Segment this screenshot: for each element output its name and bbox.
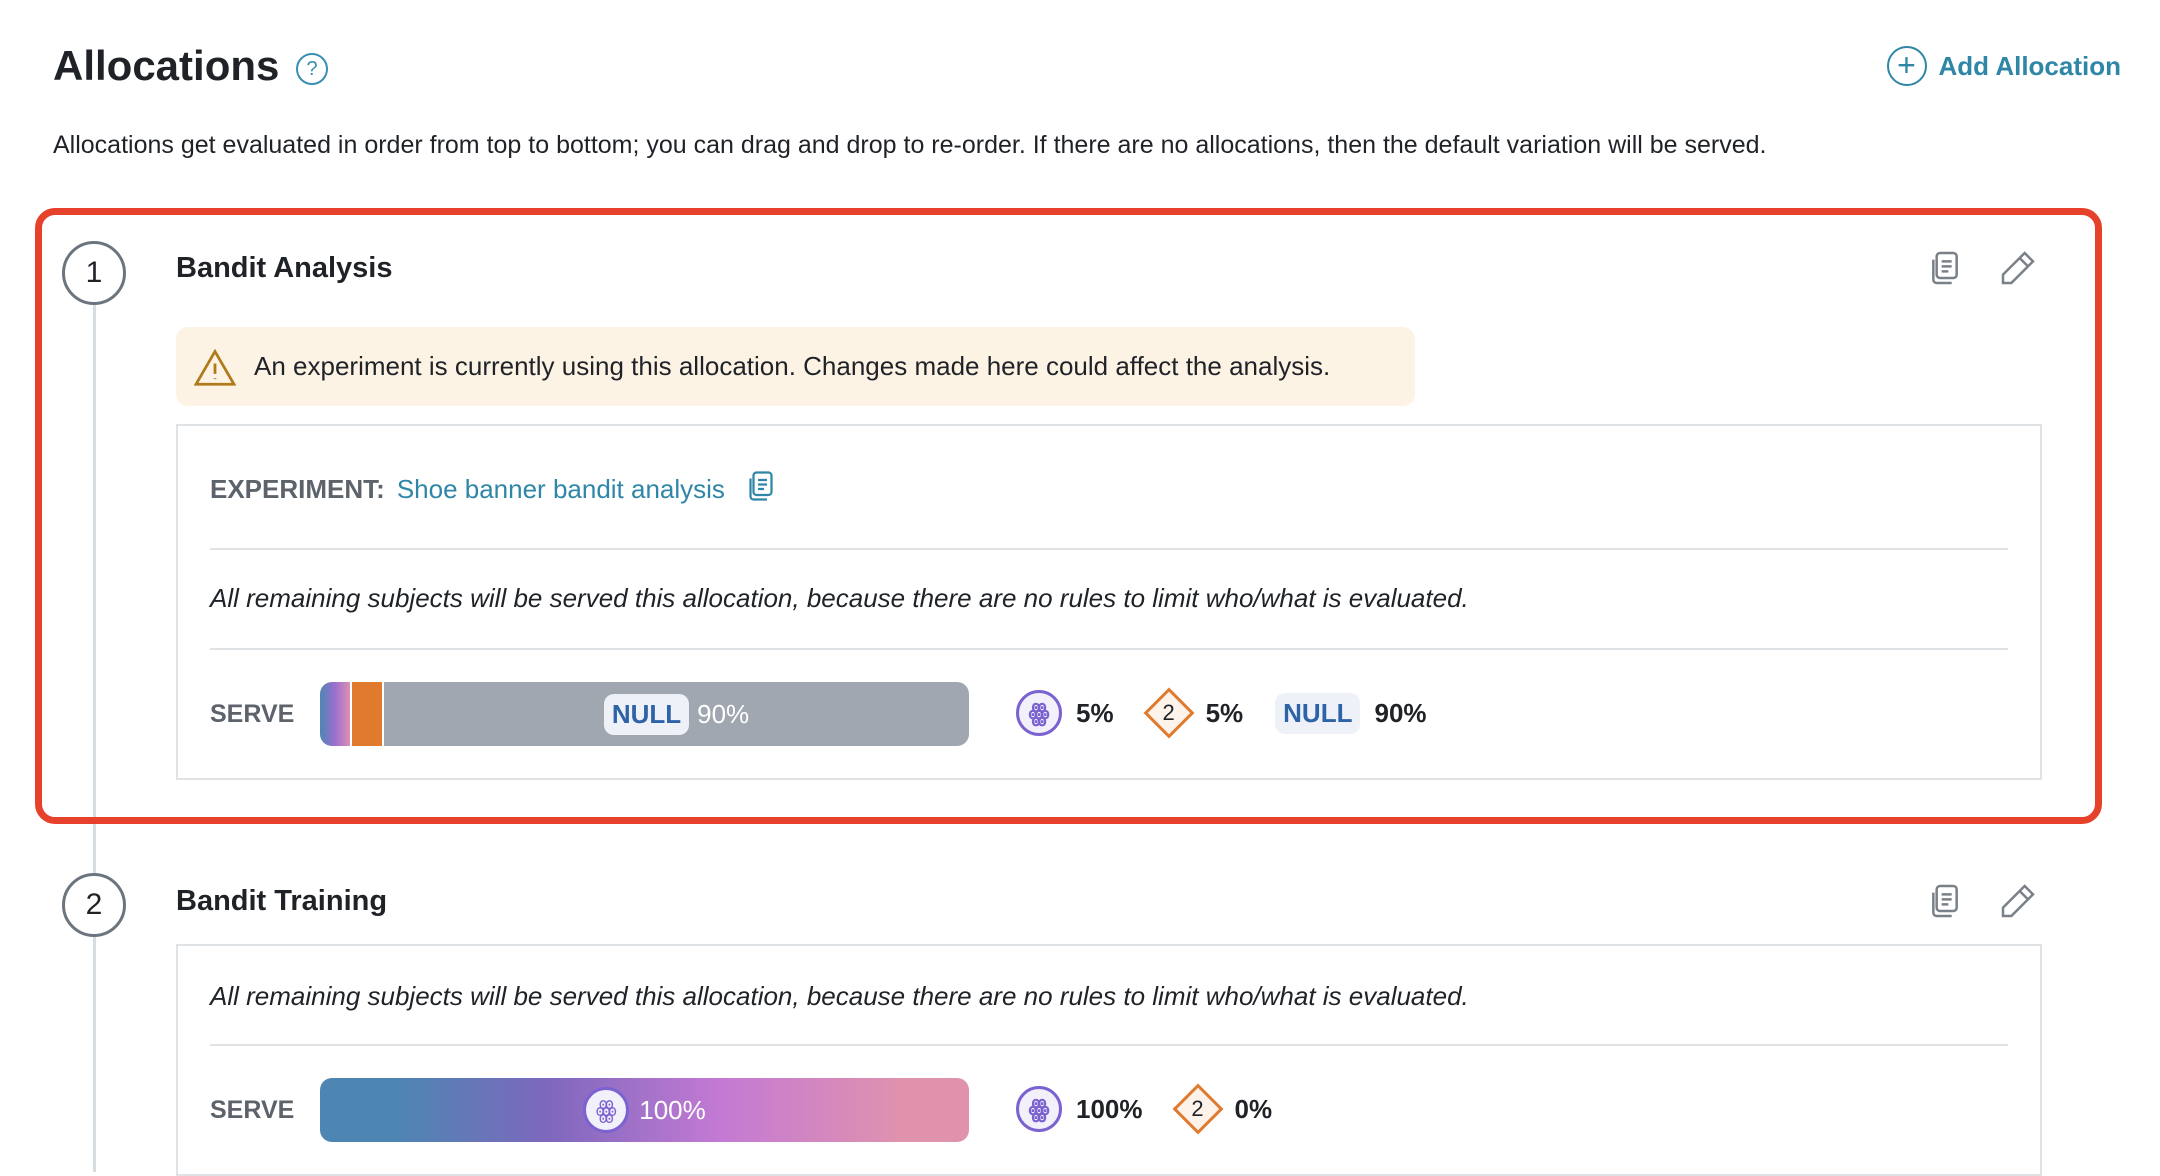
split-legend: ꙮ 5% 2 5% NULL 90% [1016, 690, 1427, 736]
legend-pct: 5% [1205, 697, 1244, 728]
pencil-icon[interactable] [1998, 248, 2038, 288]
legend-pct: 0% [1234, 1093, 1273, 1124]
legend-pct: 100% [1076, 1093, 1143, 1124]
variant-2-diamond-icon: 2 [1175, 1086, 1221, 1132]
bar-pct: 90% [697, 698, 750, 729]
variant-2-diamond-icon: 2 [1146, 690, 1192, 736]
allocation-card: All remaining subjects will be served th… [176, 944, 2042, 1176]
pencil-icon[interactable] [1998, 881, 2038, 921]
divider [210, 1044, 2008, 1046]
octopus-icon: ꙮ [1016, 1086, 1062, 1132]
legend-pct: 90% [1374, 697, 1427, 728]
timeline-line [93, 300, 96, 1172]
question-circle-icon[interactable]: ? [296, 53, 328, 85]
octopus-icon: ꙮ [1016, 690, 1062, 736]
warning-icon [194, 348, 236, 386]
description: Allocations get evaluated in order from … [53, 131, 1767, 159]
allocation-title: Bandit Training [176, 885, 388, 917]
highlight-box [35, 208, 2102, 824]
octopus-icon: ꙮ [583, 1087, 630, 1133]
allocation-title: Bandit Analysis [176, 252, 393, 284]
null-pill: NULL [603, 693, 690, 735]
copy-icon[interactable] [1925, 248, 1965, 288]
page-title: Allocations [53, 42, 280, 89]
serve-label: SERVE [210, 700, 295, 728]
allocation-number[interactable]: 1 [62, 241, 126, 305]
divider [210, 648, 2008, 650]
bar-segment-2 [352, 682, 382, 746]
bar-segment-null: NULL 90% [384, 682, 969, 746]
split-bar: NULL 90% [320, 682, 969, 746]
copy-icon[interactable] [743, 468, 779, 511]
rule-text: All remaining subjects will be served th… [210, 981, 1469, 1011]
copy-icon[interactable] [1925, 881, 1965, 921]
allocation-card: EXPERIMENT: Shoe banner bandit analysis … [176, 424, 2042, 780]
bar-pct: 100% [639, 1094, 706, 1125]
plus-circle-icon: + [1886, 46, 1927, 86]
warning-banner: An experiment is currently using this al… [176, 327, 1415, 406]
serve-label: SERVE [210, 1096, 295, 1124]
experiment-label: EXPERIMENT: [210, 474, 385, 504]
split-legend: ꙮ 100% 2 0% [1016, 1086, 1272, 1132]
split-bar: ꙮ 100% [320, 1078, 969, 1142]
add-allocation-button[interactable]: + Add Allocation [1886, 46, 2121, 86]
allocation-number[interactable]: 2 [62, 873, 126, 937]
add-allocation-label: Add Allocation [1938, 50, 2121, 81]
bar-segment-octopus [320, 682, 350, 746]
legend-pct: 5% [1076, 697, 1114, 728]
experiment-link[interactable]: Shoe banner bandit analysis [396, 474, 725, 504]
null-pill: NULL [1275, 692, 1361, 734]
warning-text: An experiment is currently using this al… [254, 351, 1331, 381]
divider [210, 548, 2008, 550]
rule-text: All remaining subjects will be served th… [210, 583, 1469, 613]
